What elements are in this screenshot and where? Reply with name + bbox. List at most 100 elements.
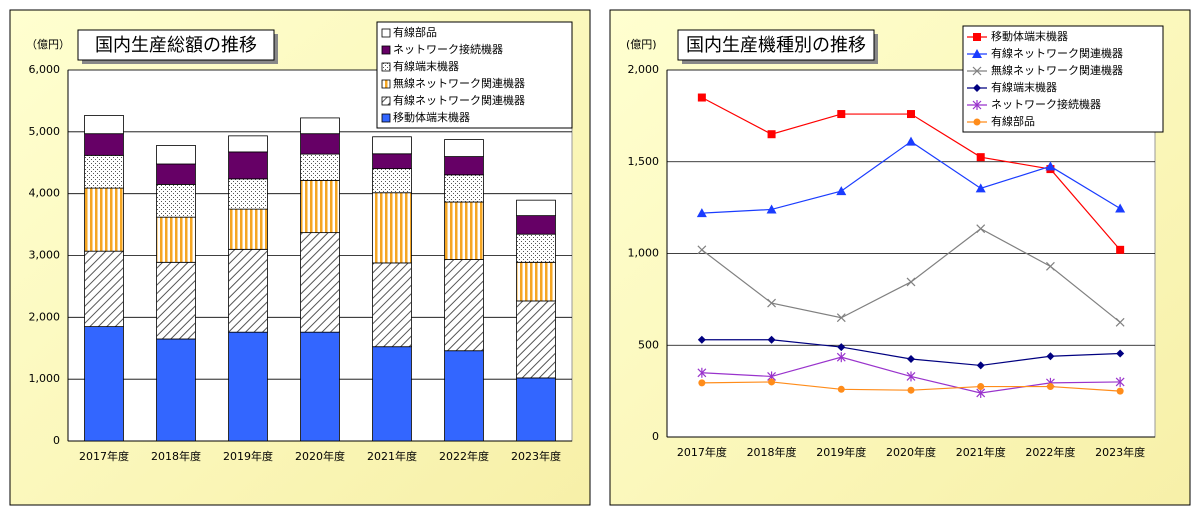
legend-swatch (381, 45, 391, 55)
y-tick-label: 3,000 (29, 249, 61, 262)
legend-label: ネットワーク接続機器 (991, 97, 1101, 111)
x-tick-label: 2022年度 (1025, 445, 1075, 459)
legend-label: 無線ネットワーク関連機器 (393, 76, 525, 90)
legend-label: 有線端末機器 (393, 59, 459, 73)
bar-segment (228, 178, 268, 210)
marker (972, 49, 982, 58)
marker (1116, 349, 1125, 358)
marker-shape (837, 110, 846, 119)
marker (976, 224, 986, 234)
marker (767, 335, 776, 344)
marker (975, 183, 986, 193)
bar-segment (228, 208, 268, 250)
marker-shape (837, 385, 845, 393)
marker-shape (696, 208, 707, 218)
marker (906, 277, 916, 287)
y-tick-label: 4,000 (29, 187, 61, 200)
marker (837, 385, 845, 393)
bar-segment (84, 133, 124, 156)
bar-segment (444, 201, 484, 260)
marker-shape (1116, 245, 1125, 254)
marker-shape (836, 313, 846, 323)
marker (836, 352, 846, 363)
bar-segment (372, 346, 412, 442)
y-tick-label: 0 (53, 434, 60, 447)
x-tick-label: 2020年度 (886, 445, 936, 459)
bar-segment (372, 192, 412, 264)
legend-swatch (381, 113, 391, 123)
x-tick-label: 2023年度 (1095, 445, 1145, 459)
bar-segment (228, 151, 268, 180)
marker-shape (1116, 387, 1124, 395)
marker-shape (766, 204, 777, 214)
bar-segment (228, 331, 268, 442)
title-box (677, 29, 875, 61)
bar-segment (516, 233, 556, 263)
x-tick-label: 2021年度 (367, 449, 417, 463)
x-tick-label: 2017年度 (79, 449, 129, 463)
legend (962, 25, 1164, 133)
marker-shape (1115, 317, 1125, 327)
bar-segment (300, 133, 340, 155)
marker (973, 118, 981, 126)
marker-shape (976, 361, 985, 370)
bar-segment (228, 248, 268, 333)
marker (1115, 317, 1125, 327)
marker (907, 386, 915, 394)
legend-label: 移動体端末機器 (991, 29, 1068, 43)
marker-shape (1045, 161, 1056, 171)
x-tick-label: 2018年度 (747, 445, 797, 459)
marker (1116, 387, 1124, 395)
x-tick-label: 2017年度 (677, 445, 727, 459)
marker-shape (972, 49, 982, 58)
marker (1046, 383, 1054, 391)
bar-segment (444, 174, 484, 203)
marker-shape (698, 379, 706, 387)
legend-label: 有線端末機器 (991, 80, 1057, 94)
x-tick-label: 2021年度 (956, 445, 1006, 459)
marker (977, 383, 985, 391)
marker (1045, 161, 1056, 171)
y-tick-label: 2,000 (29, 310, 61, 323)
marker (1046, 261, 1055, 271)
marker (697, 367, 707, 378)
bar-segment (300, 153, 340, 181)
bar-segment (444, 350, 484, 442)
marker (976, 153, 985, 162)
bar-segment (300, 117, 340, 135)
marker-shape (697, 335, 706, 344)
marker (836, 186, 847, 196)
bar-segment (84, 115, 124, 135)
marker (976, 361, 985, 370)
x-tick-label: 2020年度 (295, 449, 345, 463)
legend-swatch (381, 62, 391, 72)
title-box (77, 29, 275, 61)
marker (906, 136, 916, 146)
y-tick-label: 2,000 (628, 63, 660, 76)
y-tick-label: 500 (638, 338, 659, 351)
marker-shape (837, 343, 846, 352)
legend-label: 有線部品 (991, 114, 1035, 128)
marker (837, 343, 846, 352)
legend (376, 21, 573, 129)
marker-shape (1116, 349, 1125, 358)
legend-label: 無線ネットワーク関連機器 (991, 63, 1123, 77)
marker (698, 379, 706, 387)
legend-label: ネットワーク接続機器 (393, 42, 503, 56)
bar-segment (156, 183, 196, 218)
y-unit: (億円) (626, 38, 657, 51)
bar-segment (84, 326, 124, 442)
x-tick-label: 2022年度 (439, 449, 489, 463)
bar-segment (156, 338, 196, 442)
marker (697, 245, 707, 255)
marker (836, 313, 846, 323)
marker (972, 66, 982, 76)
marker (1115, 203, 1126, 213)
bar-segment (444, 139, 484, 157)
bar-segment (84, 250, 124, 328)
marker-shape (697, 93, 706, 102)
marker (697, 93, 706, 102)
legend-swatch (381, 79, 391, 89)
marker (767, 298, 776, 308)
marker-shape (1046, 352, 1055, 361)
